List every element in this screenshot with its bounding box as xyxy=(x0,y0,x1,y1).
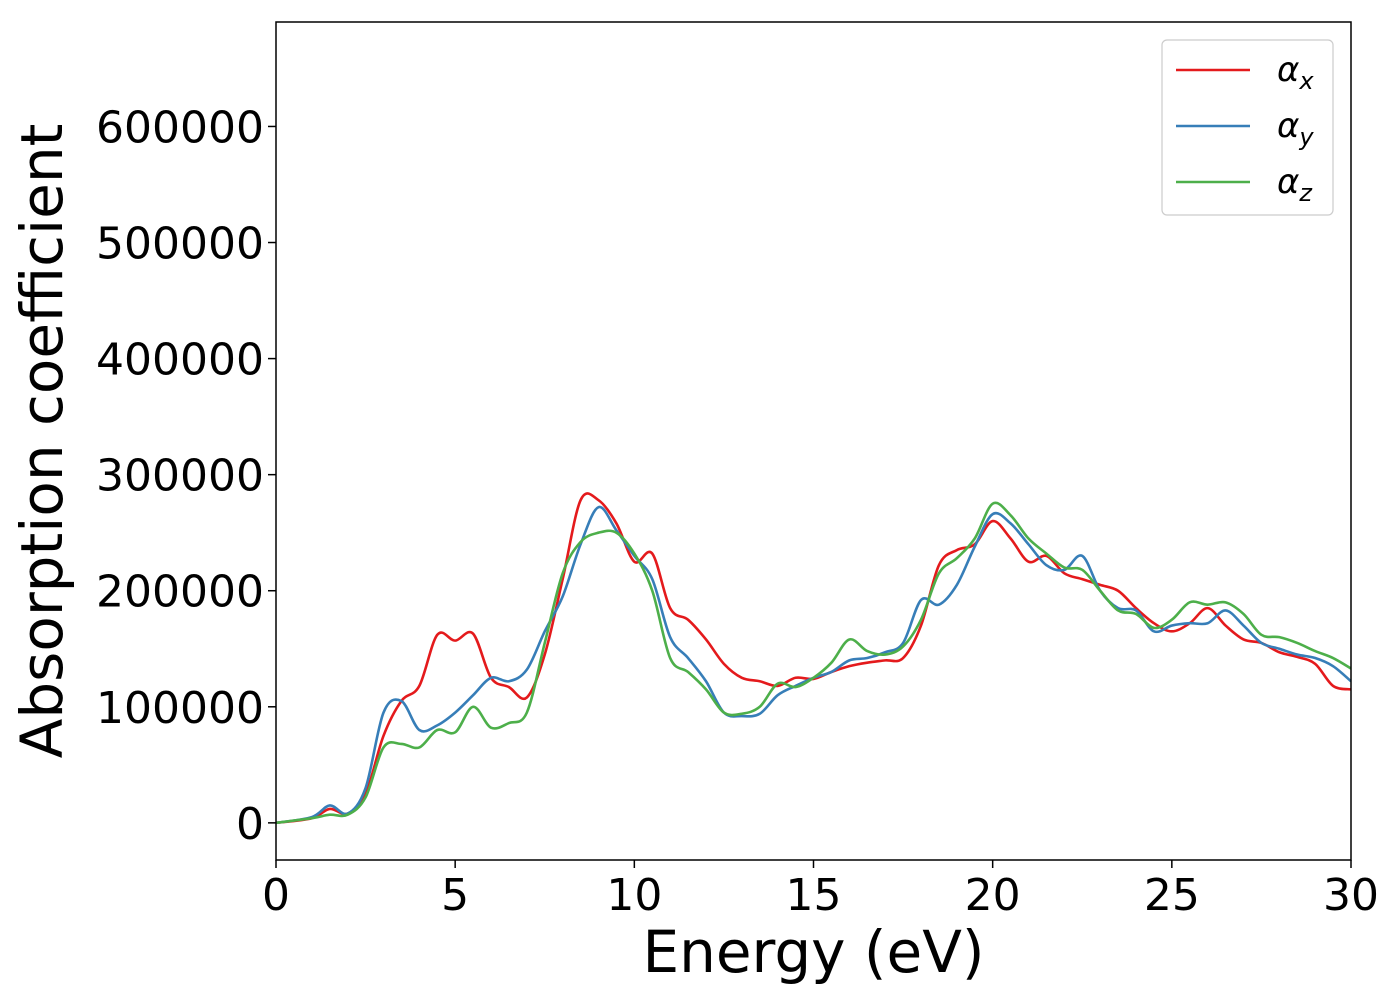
legend-label-x: αx xyxy=(1277,50,1314,95)
x-axis-ticks: 0 5 10 15 20 25 30 xyxy=(262,860,1379,921)
x-tick-label: 25 xyxy=(1144,870,1200,921)
x-tick-label: 5 xyxy=(441,870,469,921)
plot-content xyxy=(276,492,1351,825)
y-tick-label: 400000 xyxy=(96,335,264,386)
x-tick-label: 15 xyxy=(786,870,842,921)
y-tick-label: 0 xyxy=(236,799,264,850)
x-tick-label: 20 xyxy=(965,870,1021,921)
legend-box xyxy=(1161,39,1334,216)
y-tick-label: 500000 xyxy=(96,219,264,270)
x-axis-title: Energy (eV) xyxy=(642,918,984,986)
y-axis-title: Absorption coefficient xyxy=(8,124,76,759)
series-line-x xyxy=(276,492,1351,825)
legend: αx αy αz xyxy=(1161,39,1334,216)
legend-label-z: αz xyxy=(1277,162,1313,207)
y-tick-label: 200000 xyxy=(96,567,264,618)
series-line-y xyxy=(276,505,1351,825)
series-line-z xyxy=(276,501,1351,825)
x-tick-label: 10 xyxy=(606,870,662,921)
legend-label-y: αy xyxy=(1277,106,1314,151)
y-tick-label: 100000 xyxy=(96,683,264,734)
y-tick-label: 600000 xyxy=(96,102,264,153)
x-tick-label: 0 xyxy=(262,870,290,921)
y-axis-ticks: 0 100000 200000 300000 400000 500000 600000 xyxy=(96,102,276,850)
y-tick-label: 300000 xyxy=(96,451,264,502)
x-tick-label: 30 xyxy=(1323,870,1379,921)
